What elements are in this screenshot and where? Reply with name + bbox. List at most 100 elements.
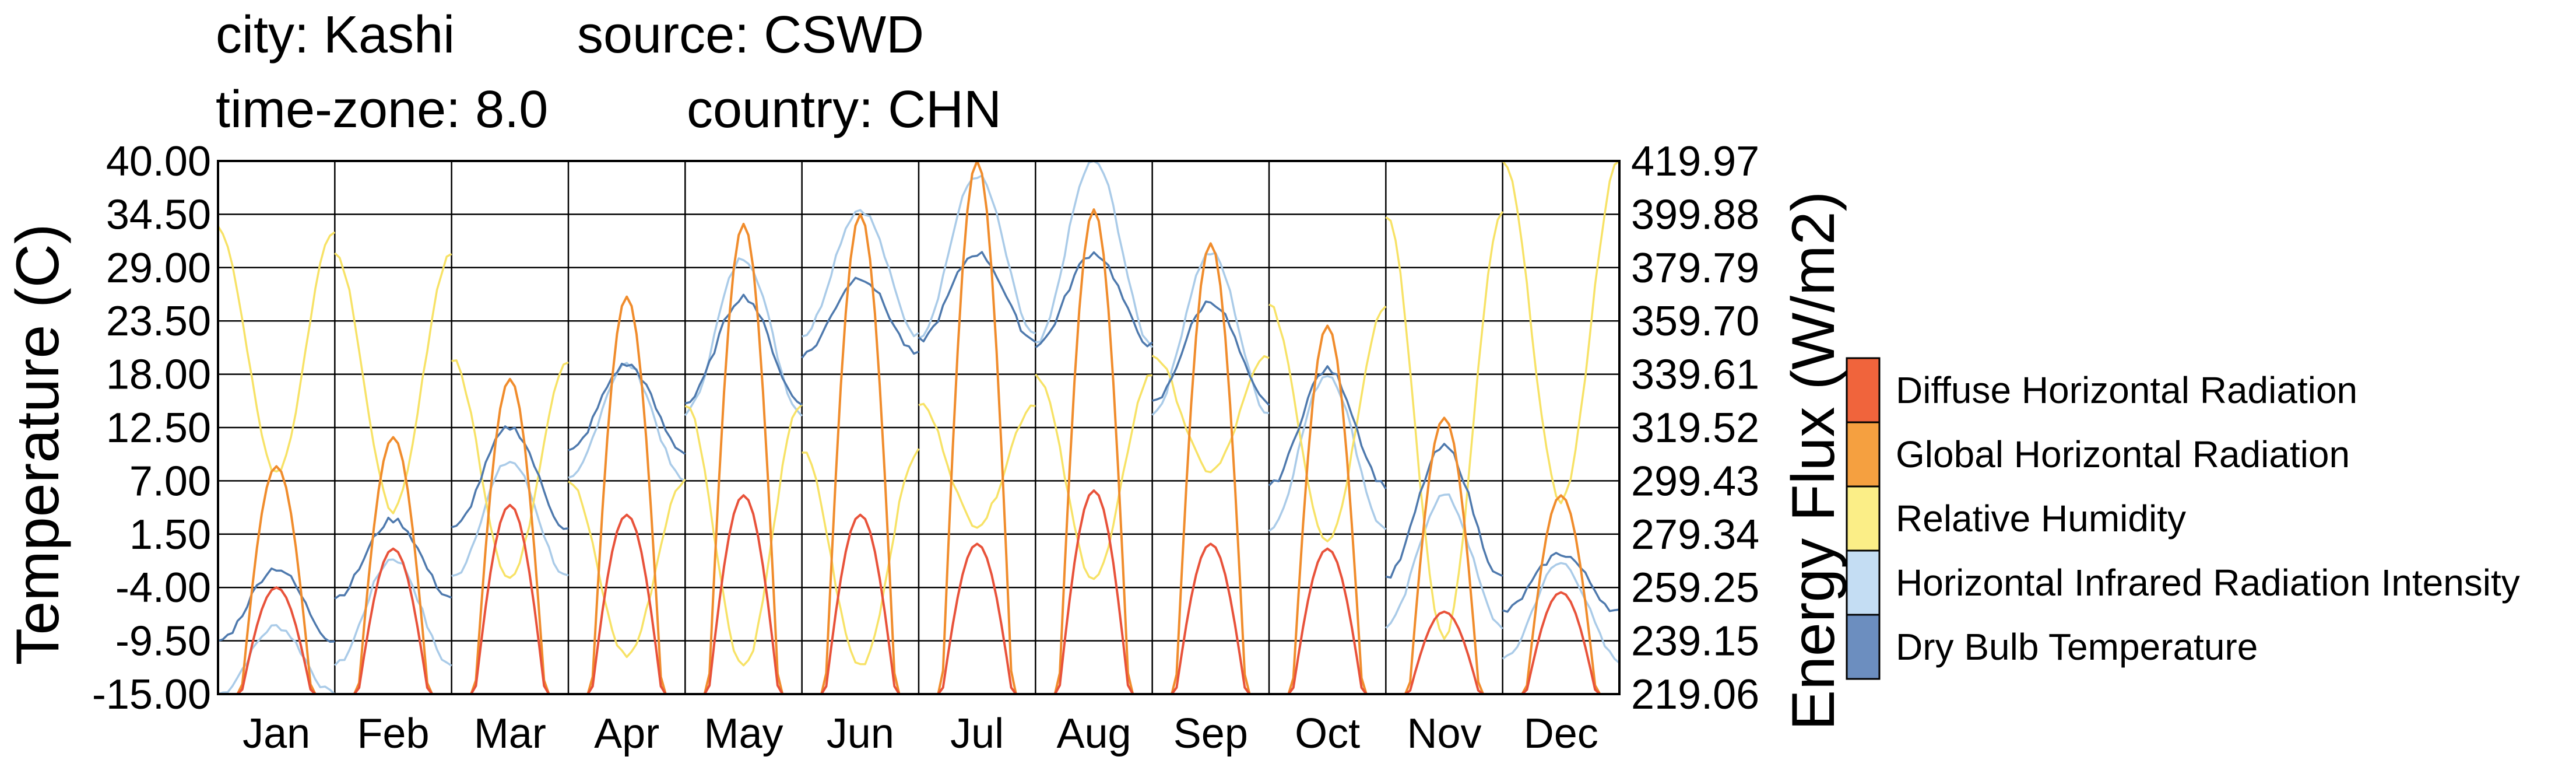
month-label: Sep <box>1173 710 1248 757</box>
left-tick-label: 23.50 <box>106 298 211 345</box>
month-label: Dec <box>1524 710 1598 757</box>
series-line-diffuse-horizontal-radiation <box>1152 542 1269 695</box>
series-line-global-horizontal-radiation <box>451 377 568 695</box>
series-line-horizontal-infrared-radiation-intensity <box>918 174 1036 339</box>
month-label: Jul <box>950 710 1004 757</box>
series-line-global-horizontal-radiation <box>1269 324 1386 695</box>
left-axis-ticks: 40.00 34.50 29.00 23.50 18.00 12.50 7.00 1.50 -4… <box>92 138 211 718</box>
series-line-diffuse-horizontal-radiation <box>568 513 686 695</box>
series-line-relative-humidity <box>217 225 336 472</box>
left-tick-label: 18.00 <box>106 352 211 398</box>
header-country: country: CHN <box>687 80 1001 139</box>
series-line-global-horizontal-radiation <box>1502 494 1619 695</box>
series-line-horizontal-infrared-radiation-intensity <box>1502 562 1621 664</box>
series-line-diffuse-horizontal-radiation <box>451 503 568 695</box>
series-line-dry-bulb-temperature <box>918 251 1036 343</box>
month-label: Jan <box>243 710 310 757</box>
series-line-horizontal-infrared-radiation-intensity <box>1385 493 1503 630</box>
left-tick-label: 12.50 <box>106 405 211 451</box>
left-tick-label: -15.00 <box>92 671 211 718</box>
series-line-diffuse-horizontal-radiation <box>335 547 452 695</box>
series-line-horizontal-infrared-radiation-intensity <box>1268 375 1387 532</box>
right-tick-label: 299.43 <box>1631 458 1759 505</box>
series-line-relative-humidity <box>918 402 1036 529</box>
series-line-horizontal-infrared-radiation-intensity <box>684 257 803 417</box>
header-source: source: CSWD <box>577 6 924 64</box>
series-line-dry-bulb-temperature <box>568 362 686 455</box>
series-line-horizontal-infrared-radiation-intensity <box>1151 252 1270 416</box>
right-tick-label: 399.88 <box>1631 191 1759 238</box>
left-tick-label: 1.50 <box>129 512 211 558</box>
left-tick-label: -4.00 <box>115 565 211 611</box>
series-line-relative-humidity <box>1151 355 1270 474</box>
header-city: city: Kashi <box>216 6 455 64</box>
series-line-relative-humidity <box>802 448 920 666</box>
legend-swatch <box>1846 485 1881 552</box>
series-line-dry-bulb-temperature <box>1502 552 1620 613</box>
legend-label: Relative Humidity <box>1896 498 2186 540</box>
legend-swatch <box>1846 421 1881 488</box>
legend-swatch <box>1846 357 1881 423</box>
month-label: Mar <box>474 710 546 757</box>
left-tick-label: 40.00 <box>106 138 211 185</box>
series-line-dry-bulb-temperature <box>451 425 569 530</box>
legend-label: Diffuse Horizontal Radiation <box>1896 369 2357 411</box>
series-line-global-horizontal-radiation <box>218 465 335 695</box>
series-line-global-horizontal-radiation <box>1152 242 1269 695</box>
series-line-diffuse-horizontal-radiation <box>1269 547 1386 695</box>
series-line-global-horizontal-radiation <box>568 295 686 695</box>
series-line-diffuse-horizontal-radiation <box>802 513 919 695</box>
legend-label: Horizontal Infrared Radiation Intensity <box>1896 562 2520 604</box>
series-line-dry-bulb-temperature <box>1035 251 1153 349</box>
right-tick-label: 319.52 <box>1631 405 1759 451</box>
legend: Diffuse Horizontal Radiation Global Horiz… <box>1846 357 2520 680</box>
legend-label: Dry Bulb Temperature <box>1896 626 2258 668</box>
series-line-horizontal-infrared-radiation-intensity <box>568 362 686 482</box>
series-line-relative-humidity <box>1268 303 1387 542</box>
series-line-diffuse-horizontal-radiation <box>919 542 1036 695</box>
plot-frame <box>217 160 1621 695</box>
month-label: May <box>704 710 783 757</box>
right-tick-label: 379.79 <box>1631 245 1759 292</box>
series-line-horizontal-infrared-radiation-intensity <box>1035 160 1154 348</box>
series-line-global-horizontal-radiation <box>802 213 919 695</box>
left-tick-label: -9.50 <box>115 618 211 665</box>
series-line-relative-humidity <box>567 478 686 659</box>
series-line-global-horizontal-radiation <box>1035 208 1152 695</box>
series-line-relative-humidity <box>684 404 803 667</box>
month-label: Aug <box>1056 710 1131 757</box>
month-label: Feb <box>357 710 429 757</box>
header-timezone: time-zone: 8.0 <box>216 80 548 139</box>
series-line-dry-bulb-temperature <box>684 293 803 406</box>
series-line-diffuse-horizontal-radiation <box>1035 489 1152 695</box>
left-tick-label: 7.00 <box>129 458 211 505</box>
series-line-dry-bulb-temperature <box>217 567 335 643</box>
series-line-dry-bulb-temperature <box>1268 365 1387 489</box>
series-line-relative-humidity <box>1502 160 1621 505</box>
left-tick-label: 34.50 <box>106 191 211 238</box>
legend-swatch <box>1846 614 1881 680</box>
grid <box>218 161 1619 694</box>
month-labels: Jan Feb Mar Apr May Jun Jul Aug Sep Oct Nov Dec <box>243 710 1598 757</box>
right-tick-label: 239.15 <box>1631 618 1759 665</box>
right-tick-label: 339.61 <box>1631 352 1759 398</box>
legend-label: Global Horizontal Radiation <box>1896 433 2350 475</box>
series-line-horizontal-infrared-radiation-intensity <box>217 624 336 695</box>
series-line-relative-humidity <box>1034 373 1152 580</box>
series-line-relative-humidity <box>334 252 452 514</box>
right-tick-label: 259.25 <box>1631 565 1759 611</box>
right-tick-label: 419.97 <box>1631 138 1759 185</box>
month-label: Nov <box>1407 710 1481 757</box>
series-line-diffuse-horizontal-radiation <box>1386 610 1503 695</box>
right-axis-label: Energy Flux (W/m2) <box>1780 191 1847 731</box>
series-line-dry-bulb-temperature <box>1152 300 1270 406</box>
right-tick-label: 279.34 <box>1631 512 1759 558</box>
series-line-relative-humidity <box>1385 211 1504 640</box>
right-tick-label: 219.06 <box>1631 671 1759 718</box>
left-tick-label: 29.00 <box>106 245 211 292</box>
right-axis-ticks: 419.97 399.88 379.79 359.70 339.61 319.52 299.… <box>1631 138 1759 718</box>
series-line-dry-bulb-temperature <box>334 516 452 600</box>
series-line-horizontal-infrared-radiation-intensity <box>334 558 452 667</box>
month-label: Jun <box>827 710 894 757</box>
